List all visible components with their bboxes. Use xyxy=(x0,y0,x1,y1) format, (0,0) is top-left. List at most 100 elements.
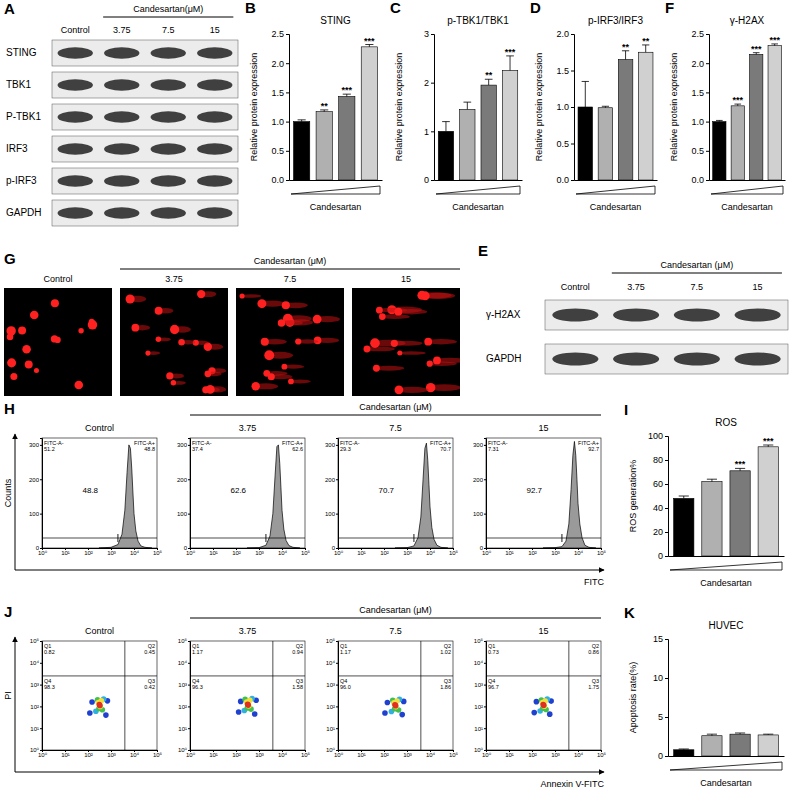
error-bar xyxy=(622,51,629,60)
tick: 10² xyxy=(232,750,241,758)
tick: 10⁰ xyxy=(482,548,492,556)
tick-mark xyxy=(706,122,709,123)
tick-label: 10⁴ xyxy=(130,752,140,758)
tick-label: 10⁰ xyxy=(482,752,492,758)
quadrant-value: 0.42 xyxy=(144,684,155,690)
axis-line xyxy=(286,35,290,181)
comet-head xyxy=(178,339,185,346)
comet-head xyxy=(282,301,290,309)
tick-mark xyxy=(188,548,190,549)
tick: 10¹ xyxy=(357,548,366,556)
point xyxy=(245,702,251,708)
tick-mark xyxy=(188,445,190,446)
plot-frame xyxy=(42,641,157,750)
error-bar xyxy=(707,734,717,736)
tick-mark xyxy=(665,508,668,509)
tick-label: 10⁵ xyxy=(597,550,607,556)
bar xyxy=(339,96,355,180)
tick-mark xyxy=(665,678,668,679)
y-axis: 0100200300 xyxy=(29,439,43,552)
bar-panel: Cp-TBK1/TBK10123*****CandesartanRelative… xyxy=(390,0,523,212)
quadrant-value: 0.94 xyxy=(292,649,303,655)
bar xyxy=(460,109,475,180)
column-label: Control xyxy=(61,25,90,35)
tick-label: 10⁵ xyxy=(301,752,311,758)
tick-label: 10¹ xyxy=(61,752,70,758)
gate-line xyxy=(190,538,305,539)
tick-mark xyxy=(286,151,289,152)
band xyxy=(613,308,659,321)
histogram-area xyxy=(99,445,152,548)
column-label: 3.75 xyxy=(113,25,131,35)
tick: 10² xyxy=(528,548,537,556)
comet-head xyxy=(251,382,259,390)
axis-line xyxy=(571,35,575,181)
x-axis: 10⁰10¹10²10³10⁴10⁵ xyxy=(38,548,163,556)
column-label: 3.75 xyxy=(627,282,645,292)
band xyxy=(104,111,139,122)
band xyxy=(104,47,139,58)
comet-head xyxy=(171,380,176,385)
blot-strip xyxy=(52,200,238,226)
comet-head xyxy=(421,291,430,300)
tick-mark xyxy=(188,685,190,686)
tick-label: 10⁰ xyxy=(186,550,196,556)
significance: *** xyxy=(735,459,746,469)
tick-label: 10² xyxy=(178,704,187,710)
tick: 1.0 xyxy=(691,117,709,127)
tick: 10¹ xyxy=(30,726,42,732)
axis-line xyxy=(43,549,158,551)
band xyxy=(151,207,186,218)
column-label: Control xyxy=(85,423,114,433)
tick-label: 100 xyxy=(177,511,188,517)
comet-head xyxy=(295,338,301,344)
comet-head xyxy=(18,327,26,335)
tick-mark xyxy=(431,83,434,84)
tick: 10² xyxy=(380,548,389,556)
y-axis: 0100200300 xyxy=(325,439,339,552)
tick: 10³ xyxy=(326,682,338,688)
tick-label: 10³ xyxy=(403,550,412,556)
tick-mark xyxy=(188,728,190,729)
comets xyxy=(6,299,97,389)
point xyxy=(542,703,548,709)
point xyxy=(103,712,109,718)
tick-mark xyxy=(706,151,709,152)
axis-line xyxy=(487,751,602,753)
gate-value: 62.6 xyxy=(292,446,303,452)
tick: 10⁴ xyxy=(426,750,436,758)
x-axis: 10⁰10¹10²10³10⁴10⁵ xyxy=(186,548,311,556)
tick-label: 300 xyxy=(29,442,40,448)
tick-label: 200 xyxy=(325,477,336,483)
tick-mark xyxy=(665,639,668,640)
tick: 10¹ xyxy=(505,750,514,758)
tick-label: 1.5 xyxy=(691,88,704,98)
tick-label: 100 xyxy=(29,511,40,517)
tick: 10⁵ xyxy=(597,750,607,758)
x-axis: 10⁰10¹10²10³10⁴10⁵ xyxy=(482,548,607,556)
tick-mark xyxy=(665,532,668,533)
tick: 2.0 xyxy=(691,59,709,69)
marks xyxy=(42,641,157,750)
quadrant-value: 1.86 xyxy=(440,684,451,690)
tick-label: 10⁵ xyxy=(474,638,484,644)
tick: 10⁴ xyxy=(426,548,436,556)
micrograph xyxy=(236,288,344,396)
band xyxy=(104,79,139,90)
error-bar xyxy=(679,748,689,750)
tick-mark xyxy=(188,706,190,707)
tick: 0.5 xyxy=(691,146,709,156)
tick-label: 10⁵ xyxy=(449,550,459,556)
error-bar xyxy=(679,496,689,498)
tick-mark xyxy=(706,92,709,93)
x-axis-title: Candesartan xyxy=(700,578,752,588)
tick-label: 10² xyxy=(326,704,335,710)
micrograph xyxy=(4,288,112,396)
band xyxy=(197,207,232,218)
tick: 0 xyxy=(332,545,338,551)
tick: 10¹ xyxy=(474,726,486,732)
comet-head xyxy=(394,308,402,316)
band xyxy=(197,111,232,122)
quadrant-line xyxy=(568,641,569,750)
significance: *** xyxy=(505,47,516,57)
